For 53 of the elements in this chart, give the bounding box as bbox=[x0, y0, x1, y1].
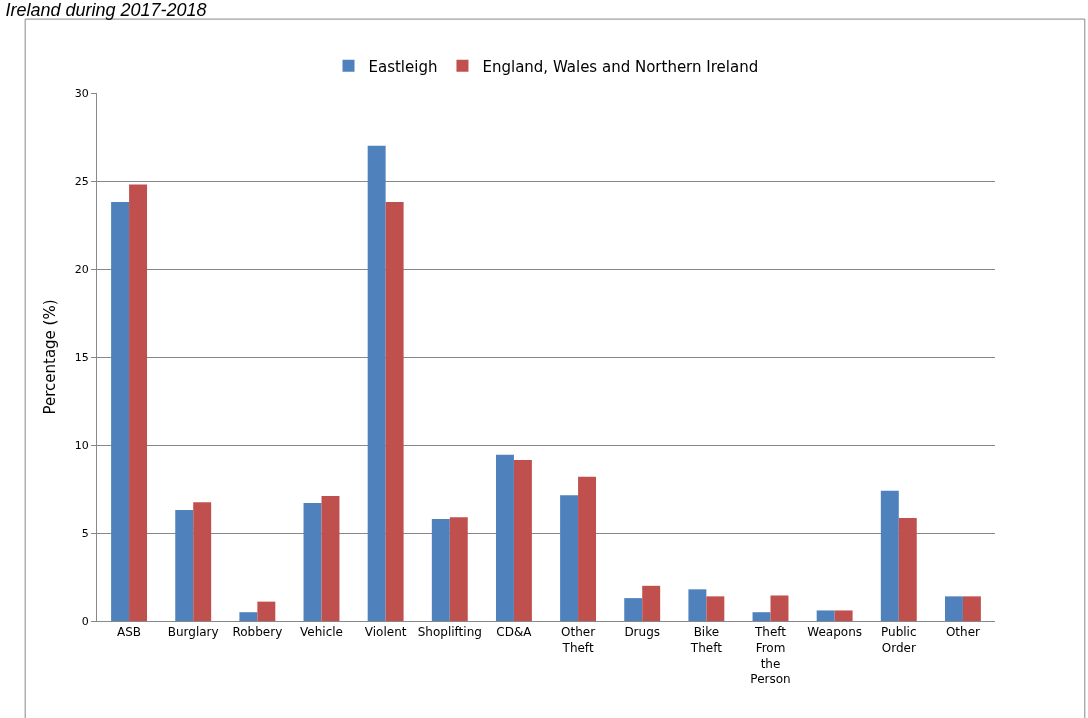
x-tick-label: Shoplifting bbox=[417, 625, 482, 640]
y-tick-label: 30 bbox=[74, 86, 89, 100]
chart-title: Ireland during 2017-2018 bbox=[5, 0, 207, 21]
legend-label: England, Wales and Northern Ireland bbox=[482, 57, 759, 76]
bar bbox=[816, 610, 835, 621]
bar bbox=[239, 612, 258, 621]
bar bbox=[385, 202, 404, 621]
y-tick-label: 20 bbox=[74, 262, 89, 276]
x-tick-label: Theft From the Person bbox=[750, 625, 791, 687]
bar bbox=[175, 510, 194, 621]
bar bbox=[578, 476, 597, 621]
x-tick-label: Robbery bbox=[232, 625, 283, 640]
y-tick-label: 10 bbox=[74, 438, 89, 452]
y-tick-label: 5 bbox=[81, 526, 89, 540]
x-tick-label: Drugs bbox=[624, 625, 661, 640]
bar bbox=[367, 145, 386, 621]
x-tick-label: Public Order bbox=[881, 625, 917, 655]
legend-label: Eastleigh bbox=[368, 57, 438, 76]
bar bbox=[880, 490, 899, 621]
bar bbox=[642, 585, 661, 621]
x-tick-label: ASB bbox=[117, 625, 142, 640]
bar bbox=[706, 596, 725, 621]
bar bbox=[257, 601, 276, 621]
y-axis-title: Percentage (%) bbox=[41, 299, 60, 415]
y-tick-label: 15 bbox=[74, 350, 89, 364]
x-tick-label: Bike Theft bbox=[689, 625, 723, 655]
bar bbox=[944, 596, 963, 621]
bar bbox=[193, 502, 212, 621]
bar bbox=[495, 454, 514, 621]
x-tick-label: Violent bbox=[364, 625, 407, 640]
bar bbox=[111, 202, 130, 621]
bar bbox=[449, 517, 468, 621]
bar bbox=[752, 612, 771, 621]
x-tick-label: Other bbox=[945, 625, 981, 640]
x-tick-label: Vehicle bbox=[300, 625, 343, 640]
bar bbox=[560, 495, 579, 621]
bar bbox=[688, 589, 707, 621]
bar bbox=[898, 518, 917, 621]
x-tick-label: CD&A bbox=[496, 625, 533, 640]
bar bbox=[513, 459, 532, 621]
y-tick-label: 25 bbox=[74, 174, 89, 188]
x-tick-label: Burglary bbox=[167, 625, 219, 640]
x-tick-label: Weapons bbox=[807, 625, 862, 640]
bar bbox=[431, 518, 450, 621]
x-tick-label: Other Theft bbox=[561, 625, 596, 655]
y-tick-label: 0 bbox=[81, 614, 89, 628]
bar bbox=[321, 496, 340, 621]
bar bbox=[834, 610, 853, 621]
bar bbox=[303, 503, 322, 621]
bar bbox=[962, 596, 981, 621]
bar bbox=[624, 598, 643, 621]
bar bbox=[770, 595, 789, 621]
bar bbox=[129, 184, 148, 621]
